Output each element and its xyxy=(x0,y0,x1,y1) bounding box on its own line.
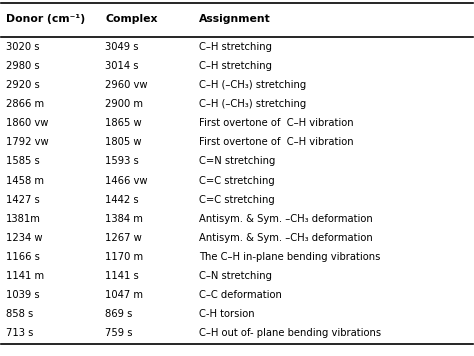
Text: C=N stretching: C=N stretching xyxy=(199,156,276,167)
Text: C=C stretching: C=C stretching xyxy=(199,176,275,185)
Text: 1039 s: 1039 s xyxy=(6,290,40,300)
Text: 2866 m: 2866 m xyxy=(6,99,44,109)
Text: Assignment: Assignment xyxy=(199,14,271,24)
Text: C–H stretching: C–H stretching xyxy=(199,42,272,52)
Text: 2920 s: 2920 s xyxy=(6,80,40,90)
Text: 2900 m: 2900 m xyxy=(105,99,143,109)
Text: C–H (–CH₃) stretching: C–H (–CH₃) stretching xyxy=(199,80,307,90)
Text: 1141 m: 1141 m xyxy=(6,271,44,281)
Text: Antisym. & Sym. –CH₃ deformation: Antisym. & Sym. –CH₃ deformation xyxy=(199,214,373,224)
Text: 759 s: 759 s xyxy=(105,328,133,338)
Text: 3049 s: 3049 s xyxy=(105,42,138,52)
Text: 1860 vw: 1860 vw xyxy=(6,118,48,128)
Text: 1047 m: 1047 m xyxy=(105,290,143,300)
Text: 1381m: 1381m xyxy=(6,214,41,224)
Text: First overtone of  C–H vibration: First overtone of C–H vibration xyxy=(199,137,354,147)
Text: 858 s: 858 s xyxy=(6,309,33,319)
Text: 1234 w: 1234 w xyxy=(6,233,43,243)
Text: 1792 vw: 1792 vw xyxy=(6,137,49,147)
Text: 869 s: 869 s xyxy=(105,309,132,319)
Text: 1865 w: 1865 w xyxy=(105,118,142,128)
Text: 713 s: 713 s xyxy=(6,328,34,338)
Text: 1166 s: 1166 s xyxy=(6,252,40,262)
Text: C-H torsion: C-H torsion xyxy=(199,309,255,319)
Text: C=C stretching: C=C stretching xyxy=(199,195,275,205)
Text: 1442 s: 1442 s xyxy=(105,195,139,205)
Text: 1585 s: 1585 s xyxy=(6,156,40,167)
Text: 1141 s: 1141 s xyxy=(105,271,139,281)
Text: 1384 m: 1384 m xyxy=(105,214,143,224)
Text: C–H out of- plane bending vibrations: C–H out of- plane bending vibrations xyxy=(199,328,382,338)
Text: 1267 w: 1267 w xyxy=(105,233,142,243)
Text: The C–H in-plane bending vibrations: The C–H in-plane bending vibrations xyxy=(199,252,381,262)
Text: C–H stretching: C–H stretching xyxy=(199,61,272,71)
Text: 1170 m: 1170 m xyxy=(105,252,143,262)
Text: 1466 vw: 1466 vw xyxy=(105,176,147,185)
Text: C–N stretching: C–N stretching xyxy=(199,271,272,281)
Text: C–C deformation: C–C deformation xyxy=(199,290,282,300)
Text: 1805 w: 1805 w xyxy=(105,137,142,147)
Text: First overtone of  C–H vibration: First overtone of C–H vibration xyxy=(199,118,354,128)
Text: 3014 s: 3014 s xyxy=(105,61,138,71)
Text: 2980 s: 2980 s xyxy=(6,61,40,71)
Text: 3020 s: 3020 s xyxy=(6,42,40,52)
Text: 1427 s: 1427 s xyxy=(6,195,40,205)
Text: Complex: Complex xyxy=(105,14,157,24)
Text: 1593 s: 1593 s xyxy=(105,156,139,167)
Text: Donor (cm⁻¹): Donor (cm⁻¹) xyxy=(6,14,85,24)
Text: 2960 vw: 2960 vw xyxy=(105,80,147,90)
Text: 1458 m: 1458 m xyxy=(6,176,44,185)
Text: C–H (–CH₃) stretching: C–H (–CH₃) stretching xyxy=(199,99,307,109)
Text: Antisym. & Sym. –CH₃ deformation: Antisym. & Sym. –CH₃ deformation xyxy=(199,233,373,243)
